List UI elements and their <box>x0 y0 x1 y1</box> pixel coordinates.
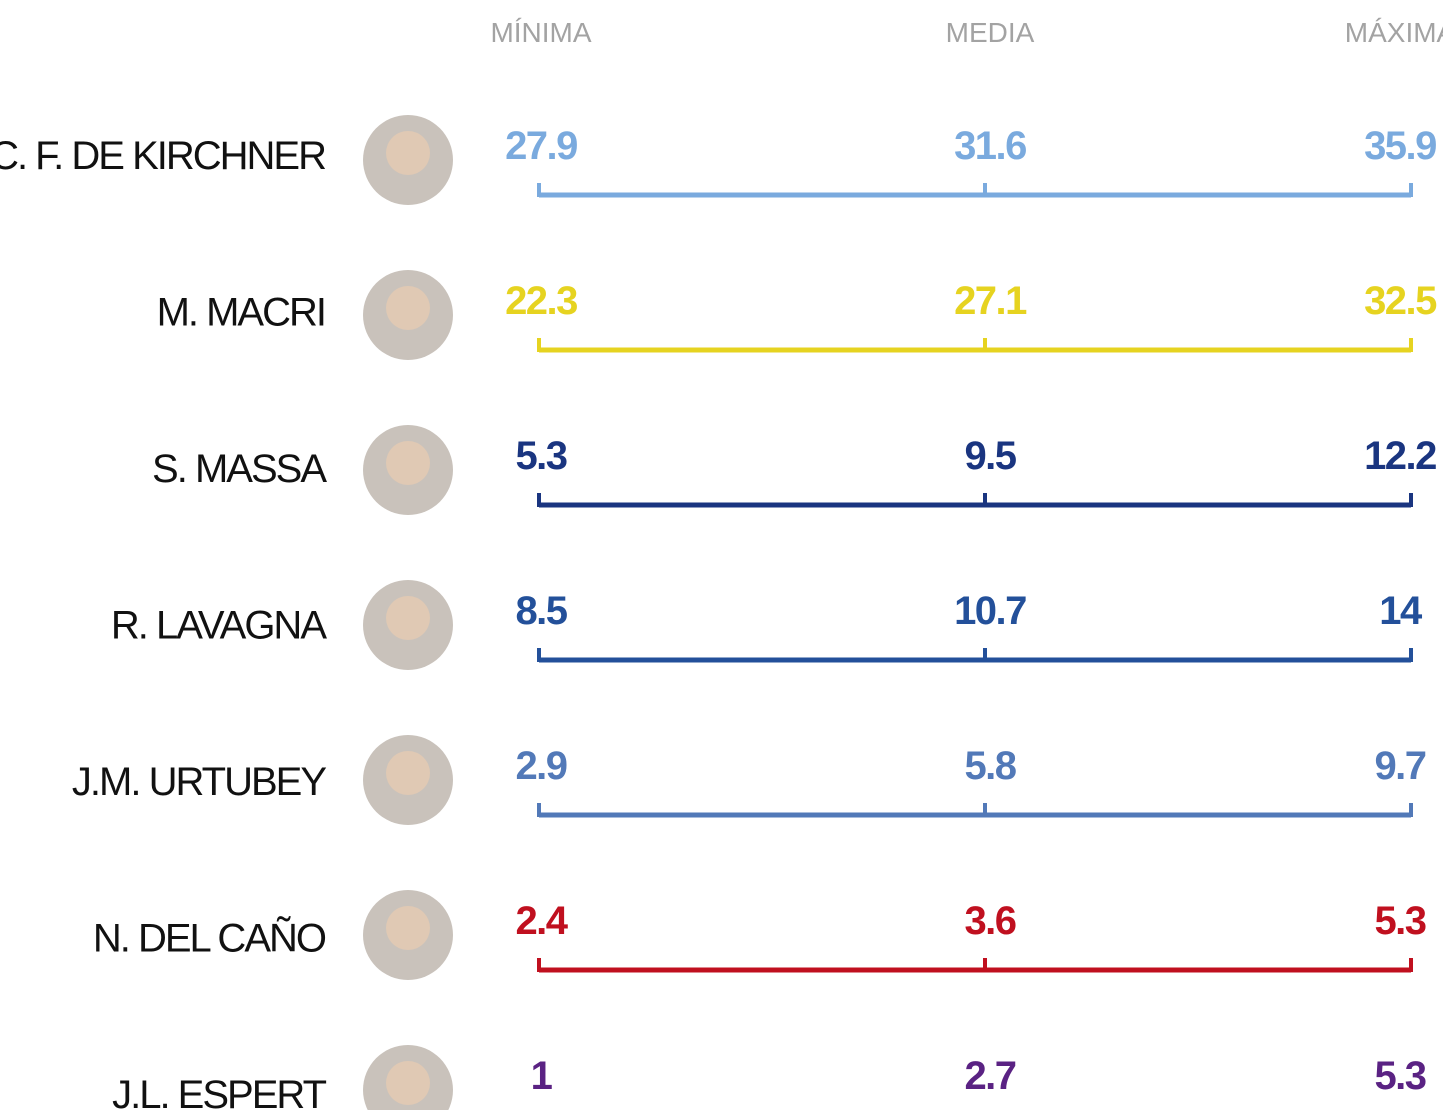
candidate-row: R. LAVAGNA 8.5 10.7 14 <box>111 580 1423 670</box>
candidate-row: C. F. DE KIRCHNER 27.9 31.6 35.9 <box>0 115 1436 205</box>
candidate-row: S. MASSA 5.3 9.5 12.2 <box>152 425 1436 515</box>
value-label: 5.8 <box>964 744 1016 788</box>
candidate-name: R. LAVAGNA <box>111 604 327 648</box>
photo-face <box>386 906 430 950</box>
value-label: 22.3 <box>505 279 577 323</box>
photo-face <box>386 596 430 640</box>
value-label: 35.9 <box>1364 124 1436 168</box>
photo-face <box>386 441 430 485</box>
photo-face <box>386 286 430 330</box>
column-header: MEDIA <box>946 17 1035 48</box>
candidate-name: S. MASSA <box>152 447 327 491</box>
value-label: 31.6 <box>954 124 1026 168</box>
photo-face <box>386 131 430 175</box>
candidate-name: M. MACRI <box>157 291 325 335</box>
value-label: 8.5 <box>515 589 567 633</box>
value-label: 3.6 <box>964 899 1015 943</box>
chart: MÍNIMA MEDIA MÁXIMA C. F. DE KIRCHNER 27.9 31… <box>0 0 1443 1110</box>
candidate-name: N. DEL CAÑO <box>93 916 326 961</box>
value-label: 27.9 <box>505 124 577 168</box>
photo-face <box>386 751 430 795</box>
value-label: 2.7 <box>964 1054 1015 1098</box>
value-label: 12.2 <box>1364 434 1436 478</box>
candidate-name: J.M. URTUBEY <box>72 760 326 804</box>
value-label: 10.7 <box>954 589 1026 633</box>
column-header: MÁXIMA <box>1345 17 1443 48</box>
photo-face <box>386 1061 430 1105</box>
value-label: 2.4 <box>515 899 568 943</box>
candidate-row: J.M. URTUBEY 2.9 5.8 9.7 <box>72 735 1426 825</box>
candidate-name: C. F. DE KIRCHNER <box>0 134 326 178</box>
value-label: 5.3 <box>1374 1054 1425 1098</box>
value-label: 14 <box>1379 589 1423 633</box>
value-label: 9.5 <box>964 434 1016 478</box>
candidate-row: M. MACRI 22.3 27.1 32.5 <box>157 270 1438 360</box>
value-label: 1 <box>531 1054 553 1098</box>
value-label: 5.3 <box>515 434 566 478</box>
value-label: 5.3 <box>1374 899 1425 943</box>
value-label: 2.9 <box>515 744 566 788</box>
candidate-row: N. DEL CAÑO 2.4 3.6 5.3 <box>93 890 1426 980</box>
candidate-row: J.L. ESPERT 1 2.7 5.3 <box>112 1045 1426 1110</box>
value-label: 9.7 <box>1374 744 1425 788</box>
candidate-name: J.L. ESPERT <box>112 1073 326 1110</box>
value-label: 27.1 <box>954 279 1027 323</box>
column-header: MÍNIMA <box>490 17 591 48</box>
value-label: 32.5 <box>1364 279 1437 323</box>
